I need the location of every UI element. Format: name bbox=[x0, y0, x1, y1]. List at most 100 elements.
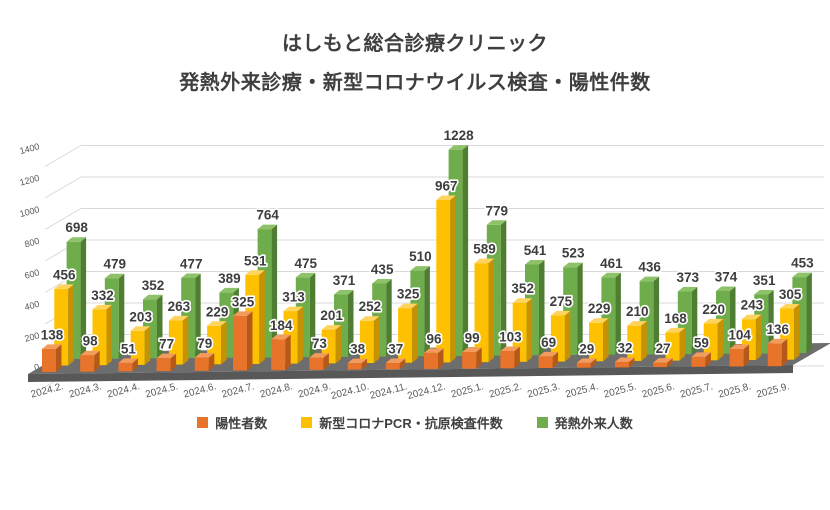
legend-item: 陽性者数 bbox=[197, 413, 267, 432]
value-label: 325 bbox=[397, 287, 420, 302]
value-label: 252 bbox=[359, 299, 382, 314]
bar-陽性者数-2024.5. bbox=[156, 353, 177, 372]
value-label: 764 bbox=[256, 208, 279, 223]
x-axis-tick-label: 2024.5. bbox=[144, 381, 179, 400]
value-label: 313 bbox=[282, 290, 305, 305]
value-label: 103 bbox=[499, 330, 522, 345]
bar-新型コロナPCR・抗原検査件数-2024.4. bbox=[130, 326, 151, 365]
value-label: 479 bbox=[104, 257, 127, 272]
value-label: 351 bbox=[753, 273, 776, 288]
x-axis-tick-label: 2024.10. bbox=[330, 381, 370, 402]
bar-新型コロナPCR・抗原検査件数-2025.7. bbox=[703, 318, 724, 361]
x-axis-tick-label: 2024.6. bbox=[182, 381, 217, 400]
legend-label: 新型コロナPCR・抗原検査件数 bbox=[319, 416, 503, 431]
value-label: 967 bbox=[435, 179, 458, 194]
bar-新型コロナPCR・抗原検査件数-2025.1. bbox=[474, 258, 494, 363]
value-label: 374 bbox=[715, 270, 738, 285]
bar-陽性者数-2025.7. bbox=[691, 352, 711, 367]
value-label: 371 bbox=[333, 273, 356, 288]
y-axis-tick-label: 1200 bbox=[19, 173, 41, 188]
value-label: 96 bbox=[426, 331, 442, 346]
value-label: 79 bbox=[197, 336, 212, 351]
value-label: 589 bbox=[473, 242, 496, 257]
value-label: 435 bbox=[371, 262, 394, 277]
y-axis-tick-label: 400 bbox=[23, 299, 40, 313]
value-label: 373 bbox=[677, 270, 700, 285]
value-label: 332 bbox=[91, 288, 114, 303]
x-axis-tick-label: 2024.12. bbox=[406, 381, 446, 402]
x-axis-tick-label: 2024.9. bbox=[297, 381, 332, 400]
value-label: 436 bbox=[638, 260, 661, 275]
y-axis-tick-label: 1000 bbox=[19, 204, 41, 219]
bar-陽性者数-2024.12. bbox=[424, 348, 444, 369]
value-label: 325 bbox=[232, 294, 255, 309]
bar-新型コロナPCR・抗原検査件数-2024.5. bbox=[168, 315, 189, 365]
bar-陽性者数-2025.2. bbox=[500, 346, 520, 369]
chart-title-line1: はしもと総合診療クリニック bbox=[281, 33, 549, 55]
value-label: 461 bbox=[600, 256, 623, 271]
bar-新型コロナPCR・抗原検査件数-2024.10. bbox=[359, 316, 380, 364]
legend-swatch bbox=[197, 417, 209, 428]
value-label: 453 bbox=[791, 256, 814, 271]
bar-陽性者数-2025.5. bbox=[615, 357, 635, 368]
y-axis-tick-label: 1400 bbox=[19, 141, 41, 156]
x-axis-tick-label: 2025.2. bbox=[488, 381, 523, 400]
y-axis-tick-label: 0 bbox=[33, 362, 40, 373]
value-label: 138 bbox=[41, 327, 64, 342]
bar-陽性者数-2025.3. bbox=[538, 351, 559, 369]
x-axis-tick-label: 2024.4. bbox=[106, 381, 141, 400]
y-axis-tick-label: 800 bbox=[23, 236, 40, 250]
bar-新型コロナPCR・抗原検査件数-2025.5. bbox=[627, 321, 647, 361]
value-label: 523 bbox=[562, 246, 585, 261]
bar-新型コロナPCR・抗原検査件数-2025.8. bbox=[741, 314, 762, 360]
value-label: 510 bbox=[409, 249, 432, 264]
bar-陽性者数-2024.3. bbox=[80, 350, 100, 372]
y-axis-tick-label: 600 bbox=[23, 267, 40, 281]
x-axis-tick-label: 2024.2. bbox=[30, 381, 65, 400]
value-label: 77 bbox=[159, 337, 174, 352]
bar-新型コロナPCR・抗原検査件数-2024.12. bbox=[436, 195, 456, 363]
value-label: 475 bbox=[295, 256, 318, 271]
value-label: 220 bbox=[702, 302, 725, 317]
legend-label: 発熱外来人数 bbox=[554, 416, 633, 431]
bar-新型コロナPCR・抗原検査件数-2025.6. bbox=[665, 327, 685, 361]
value-label: 32 bbox=[617, 341, 632, 356]
value-label: 29 bbox=[579, 341, 594, 356]
x-axis-tick-label: 2024.11. bbox=[369, 381, 409, 402]
value-label: 229 bbox=[206, 304, 229, 319]
legend-item: 発熱外来人数 bbox=[536, 413, 633, 432]
bar-陽性者数-2024.11. bbox=[385, 358, 406, 370]
value-label: 263 bbox=[168, 299, 191, 314]
value-label: 184 bbox=[270, 318, 293, 333]
chart-legend: 陽性者数 新型コロナPCR・抗原検査件数 発熱外来人数 bbox=[0, 413, 830, 432]
value-label: 59 bbox=[694, 335, 709, 350]
value-label: 73 bbox=[312, 336, 328, 351]
value-label: 37 bbox=[388, 342, 403, 357]
x-axis-tick-label: 2024.8. bbox=[259, 381, 294, 400]
chart-floor-front bbox=[28, 365, 793, 382]
x-axis-tick-label: 2025.8. bbox=[717, 381, 752, 400]
value-label: 168 bbox=[664, 311, 687, 326]
value-label: 98 bbox=[83, 334, 99, 349]
x-axis-tick-label: 2025.5. bbox=[603, 381, 638, 400]
legend-swatch bbox=[301, 417, 313, 428]
value-label: 275 bbox=[550, 294, 573, 309]
gridline bbox=[44, 145, 824, 167]
bar-新型コロナPCR・抗原検査件数-2024.11. bbox=[398, 303, 418, 363]
bar-陽性者数-2024.7. bbox=[233, 311, 253, 371]
value-label: 229 bbox=[588, 301, 611, 316]
value-label: 305 bbox=[779, 287, 802, 302]
x-axis-tick-label: 2024.3. bbox=[68, 381, 103, 400]
value-label: 541 bbox=[524, 243, 547, 258]
bar-新型コロナPCR・抗原検査件数-2025.3. bbox=[550, 310, 571, 362]
gridline bbox=[44, 208, 824, 230]
y-axis-tick-label: 200 bbox=[23, 330, 40, 344]
value-label: 456 bbox=[53, 267, 76, 282]
value-label: 698 bbox=[65, 220, 88, 235]
bar-陽性者数-2025.9. bbox=[767, 338, 788, 367]
value-label: 210 bbox=[626, 304, 649, 319]
x-axis-tick-label: 2025.3. bbox=[526, 381, 561, 400]
value-label: 531 bbox=[244, 253, 267, 268]
